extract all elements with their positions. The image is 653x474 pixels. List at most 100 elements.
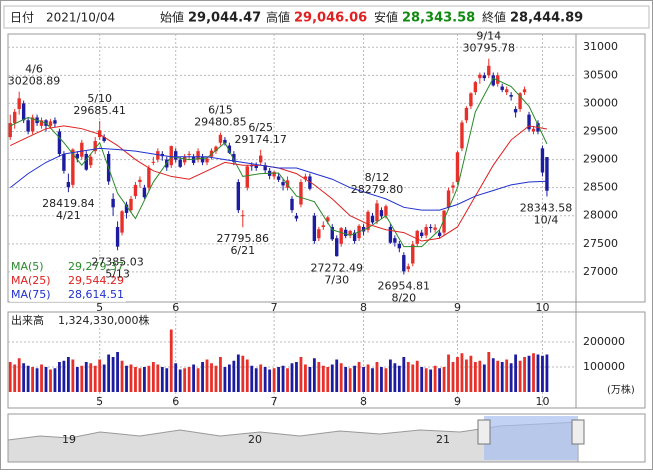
candle-body: [482, 75, 487, 79]
volume-bar: [187, 367, 191, 392]
navigator-handle-left[interactable]: [477, 419, 491, 445]
candle-body: [169, 146, 173, 166]
candle-body: [250, 165, 254, 167]
volume-bar: [111, 357, 115, 392]
volume-bar: [58, 362, 61, 392]
annotation-value: 30208.89: [8, 75, 61, 88]
header-box: [3, 5, 650, 29]
volume-bar: [210, 363, 213, 392]
volume-bar: [44, 367, 48, 392]
volume-bar: [236, 354, 240, 392]
candle-body: [218, 134, 223, 143]
annotation-value: 28419.84: [42, 197, 95, 210]
volume-bar: [183, 368, 187, 392]
candle-body: [133, 184, 138, 197]
candle-body: [115, 226, 120, 247]
candle-body: [446, 190, 451, 208]
legend-value: 29,279.37: [68, 260, 124, 273]
candle-body: [62, 153, 66, 171]
annotation-date: 5/13: [105, 267, 130, 280]
candle-body: [214, 146, 218, 152]
close: 28,444.89: [510, 11, 583, 26]
annotation-value: 29685.41: [73, 104, 126, 117]
volume-bar: [205, 359, 209, 392]
volume-bar: [254, 368, 258, 392]
candle-body: [205, 158, 209, 163]
candle-body: [361, 226, 366, 232]
candle-body: [120, 211, 124, 233]
candle-body: [379, 210, 384, 217]
volume-bar: [509, 363, 513, 392]
volume-bar: [89, 363, 93, 392]
volume-bar: [527, 355, 531, 392]
volume-bar: [223, 367, 227, 392]
candle-body: [151, 161, 156, 163]
candle-body: [402, 255, 406, 272]
candle-body: [312, 215, 317, 242]
candle-body: [531, 128, 536, 132]
volume-bar: [286, 368, 289, 392]
volume-bar: [143, 367, 146, 392]
ma-line: [10, 77, 548, 248]
x-tick-label: 8: [360, 301, 367, 314]
legend-name: MA(25): [11, 274, 51, 287]
candle-body: [71, 149, 75, 185]
volume-bar: [290, 363, 294, 392]
volume-bar: [250, 365, 254, 392]
navigator-range[interactable]: [484, 416, 578, 460]
candle-body: [513, 109, 518, 113]
volume-bar: [75, 367, 79, 392]
volume-title: 出来高: [11, 313, 44, 327]
volume-bar: [40, 364, 43, 392]
legend-name: MA(75): [11, 288, 51, 301]
volume-bar: [84, 362, 88, 392]
candle-body: [97, 130, 102, 138]
volume-bar: [545, 354, 549, 392]
annotation-date: 5/10: [87, 92, 112, 105]
candle-body: [30, 117, 35, 132]
navigator-handle-right[interactable]: [571, 419, 585, 445]
volume-bar: [165, 368, 169, 392]
volume-total: 1,324,330,000株: [58, 313, 149, 327]
candle-body: [428, 226, 433, 229]
volume-bar: [232, 360, 236, 392]
candle-body: [290, 198, 294, 211]
volume-bar: [505, 359, 509, 392]
annotation-date: 10/4: [534, 213, 559, 226]
volume-bar: [442, 367, 446, 392]
y-tick-label: 100000: [583, 360, 625, 373]
candle-body: [330, 226, 334, 240]
candle-body: [138, 179, 142, 183]
annotation-date: 6/25: [248, 121, 273, 134]
candle-body: [89, 156, 93, 166]
x-tick-label: 5: [96, 301, 103, 314]
candle-body: [196, 151, 200, 160]
volume-bar: [26, 365, 30, 392]
candle-body: [245, 166, 249, 188]
candle-body: [272, 171, 276, 177]
legend-name: MA(5): [11, 260, 44, 273]
volume-bar: [107, 354, 111, 392]
volume-bar: [357, 362, 361, 392]
candle-body: [540, 148, 545, 173]
annotation-value: 30795.78: [463, 42, 516, 55]
candle-body: [299, 182, 303, 205]
volume-bar: [178, 369, 182, 392]
candle-body: [339, 228, 343, 244]
candle-body: [469, 93, 473, 107]
volume-bar: [125, 365, 128, 392]
candle-body: [464, 107, 469, 121]
volume-bar: [35, 368, 39, 392]
volume-bar: [241, 355, 245, 392]
candle-body: [8, 123, 12, 138]
candle-body: [491, 75, 495, 86]
volume-bar: [344, 367, 348, 392]
candle-body: [460, 122, 464, 149]
candle-body: [187, 153, 191, 155]
volume-bar: [201, 362, 204, 392]
candle-body: [473, 82, 478, 93]
candle-body: [451, 185, 455, 188]
volume-bar: [80, 365, 84, 392]
candle-body: [129, 198, 133, 211]
